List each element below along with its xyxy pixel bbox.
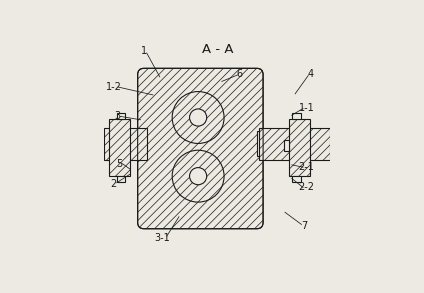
Circle shape (190, 168, 206, 185)
Text: A - A: A - A (201, 43, 233, 56)
Bar (259, 128, 330, 160)
Bar (104, 128, 148, 160)
Text: 1: 1 (141, 46, 147, 56)
Bar (257, 131, 262, 156)
Text: 7: 7 (301, 221, 307, 231)
Bar (293, 113, 301, 119)
Text: 4: 4 (308, 69, 314, 79)
Text: 6: 6 (237, 69, 243, 79)
Bar (284, 140, 289, 151)
Text: 5: 5 (116, 159, 122, 169)
Bar (109, 119, 131, 176)
Text: 1-1: 1-1 (298, 103, 314, 113)
Bar (290, 119, 310, 176)
Circle shape (172, 91, 224, 144)
Text: 3-1: 3-1 (154, 233, 170, 243)
Bar (293, 176, 301, 182)
Bar (117, 113, 126, 119)
Circle shape (172, 150, 224, 202)
Circle shape (190, 109, 206, 126)
FancyBboxPatch shape (138, 68, 263, 229)
Text: 3: 3 (114, 111, 120, 121)
Text: 1-2: 1-2 (106, 82, 121, 92)
Text: 2-2: 2-2 (298, 183, 315, 193)
Text: 2-1: 2-1 (298, 162, 314, 172)
Bar (117, 176, 126, 182)
Text: 2: 2 (110, 179, 116, 189)
